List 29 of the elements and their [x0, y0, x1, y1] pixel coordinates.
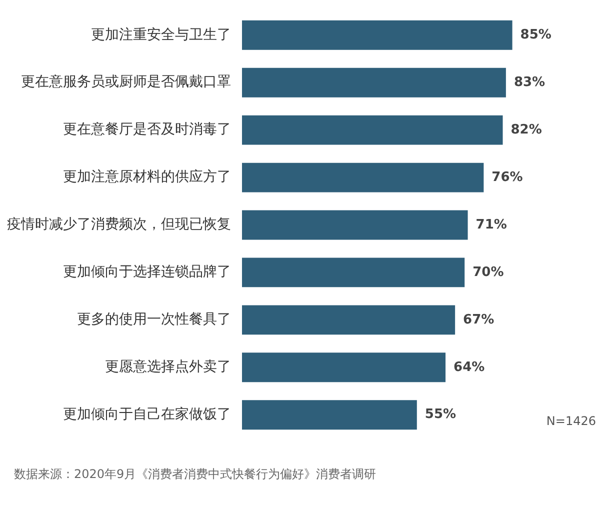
data-label: 85% [520, 28, 552, 43]
y-tick-label: 更加倾向于自己在家做饭了 [63, 406, 231, 423]
bar [242, 352, 446, 382]
y-tick-label: 更加注意原材料的供应方了 [63, 169, 231, 186]
data-label: 55% [424, 407, 456, 422]
y-tick-label: 更在意餐厅是否及时消毒了 [63, 122, 231, 138]
data-label: 70% [472, 264, 504, 280]
y-tick-label: 更加倾向于选择连锁品牌了 [63, 264, 231, 280]
data-label: 76% [492, 170, 523, 185]
bar [242, 115, 503, 145]
y-tick-label: 更加注重安全与卫生了 [91, 26, 231, 43]
bar [242, 162, 484, 192]
bar [242, 20, 512, 50]
bar [242, 400, 417, 430]
y-tick-label: 更愿意选择点外卖了 [105, 359, 231, 376]
data-label: 64% [454, 360, 485, 375]
text: N=1426 [546, 414, 596, 428]
y-tick-label: 疫情时减少了消费频次，但现已恢复 [7, 216, 231, 233]
y-tick-label: 更在意服务员或厨师是否佩戴口罩 [21, 74, 231, 90]
data-label: 71% [476, 217, 507, 232]
data-label: 82% [510, 122, 542, 138]
bar [242, 210, 468, 240]
bar [242, 68, 506, 98]
y-tick-label: 更多的使用一次性餐具了 [77, 312, 231, 328]
bar [242, 305, 456, 335]
bar [242, 258, 465, 288]
data-label: 67% [463, 312, 494, 328]
source-note: 数据来源：2020年9月《消费者消费中式快餐行为偏好》消费者调研 [14, 466, 376, 483]
data-label: 83% [514, 74, 546, 90]
